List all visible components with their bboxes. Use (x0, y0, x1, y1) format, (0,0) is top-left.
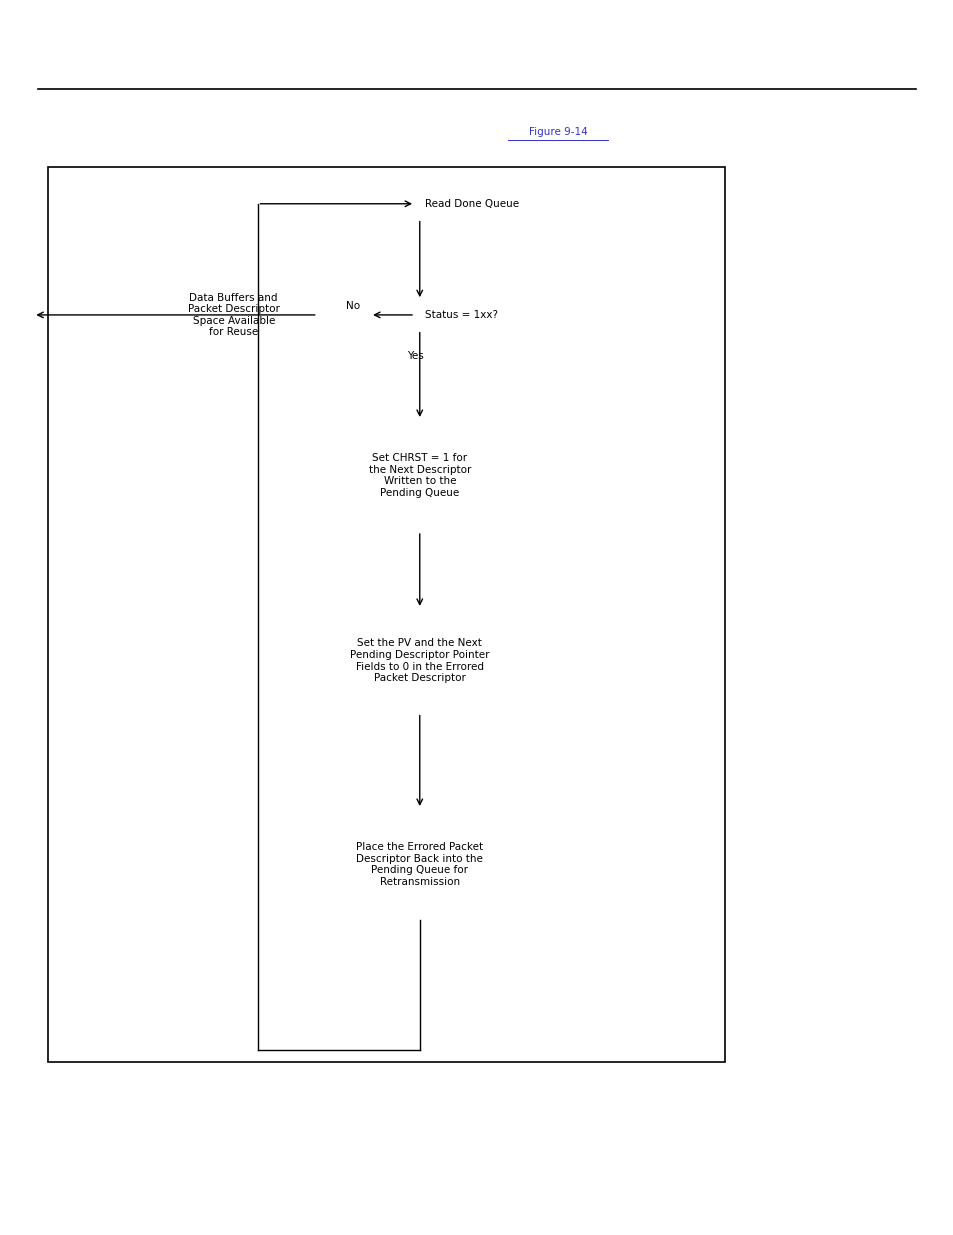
Text: Set the PV and the Next
Pending Descriptor Pointer
Fields to 0 in the Errored
Pa: Set the PV and the Next Pending Descript… (350, 638, 489, 683)
Text: Status = 1xx?: Status = 1xx? (424, 310, 497, 320)
Text: Place the Errored Packet
Descriptor Back into the
Pending Queue for
Retransmissi: Place the Errored Packet Descriptor Back… (355, 842, 483, 887)
Text: Figure 9-14: Figure 9-14 (528, 127, 587, 137)
Text: Read Done Queue: Read Done Queue (424, 199, 518, 209)
Bar (48, 167, 724, 1062)
Text: No: No (346, 301, 360, 311)
Text: Yes: Yes (407, 351, 424, 361)
Text: Set CHRST = 1 for
the Next Descriptor
Written to the
Pending Queue: Set CHRST = 1 for the Next Descriptor Wr… (368, 453, 471, 498)
Text: Data Buffers and
Packet Descriptor
Space Available
for Reuse: Data Buffers and Packet Descriptor Space… (188, 293, 279, 337)
